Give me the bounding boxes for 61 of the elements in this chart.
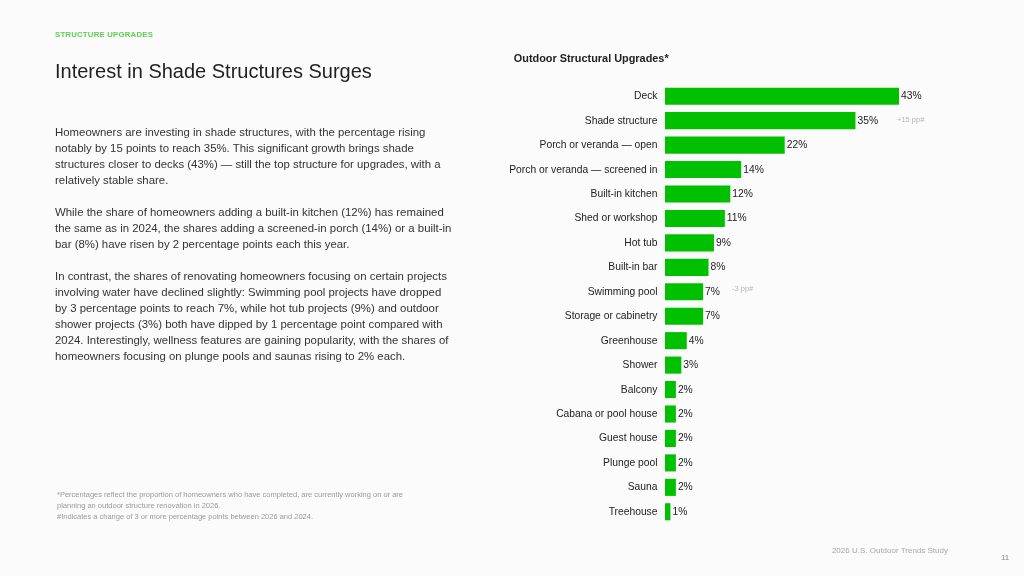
data-label: 11% xyxy=(726,212,747,224)
bar xyxy=(665,283,704,301)
bar xyxy=(665,356,682,374)
bar xyxy=(665,429,676,447)
data-label: 8% xyxy=(710,261,726,273)
y-tick-label: Cabana or pool house xyxy=(556,408,658,419)
bar xyxy=(665,112,856,130)
bar xyxy=(665,209,725,227)
y-tick-label: Shower xyxy=(622,359,659,371)
data-label: 2% xyxy=(677,481,693,493)
y-tick-label: Treehouse xyxy=(608,505,658,517)
data-label: 1% xyxy=(672,505,688,517)
y-tick-label: Shed or workshop xyxy=(574,212,658,224)
y-tick-label: Shade structure xyxy=(584,114,658,126)
data-label: 2% xyxy=(677,456,693,468)
y-tick-label: Built-in bar xyxy=(608,261,659,273)
y-tick-label: Porch or veranda — open xyxy=(539,139,658,151)
bar xyxy=(665,185,731,203)
bar xyxy=(665,381,676,399)
text: While the share of homeowners adding a built-in kitchen (12%) has remained the same as in 2024, the shares adding a screened-in porch (14%) or a built-in bar (8%) have risen by 2 percentage points each this year. xyxy=(55,205,453,252)
text: 2026 U.S. Outdoor Trends Study xyxy=(831,546,948,555)
data-label: 43% xyxy=(901,90,922,102)
text: 11 xyxy=(1001,553,1010,562)
text: Interest in Shade Structures Surges xyxy=(55,60,372,83)
data-label: 14% xyxy=(743,163,764,175)
data-label: 3% xyxy=(683,359,699,371)
y-tick-label: Sauna xyxy=(627,481,658,493)
bar xyxy=(665,234,714,252)
y-tick-label: Swimming pool xyxy=(587,285,658,297)
chart-subtitle: Outdoor Structural Upgrades* xyxy=(513,52,670,65)
bar xyxy=(665,258,709,276)
bar xyxy=(665,454,676,472)
y-tick-label: Greenhouse xyxy=(600,334,658,346)
y-tick-label: Deck xyxy=(634,90,659,102)
bar xyxy=(665,332,687,350)
data-label: 2% xyxy=(677,383,693,395)
y-tick-label: Guest house xyxy=(599,432,658,444)
bar xyxy=(665,136,785,154)
bar xyxy=(665,478,676,496)
y-tick-label: Hot tub xyxy=(624,236,658,248)
y-tick-label: Built-in kitchen xyxy=(590,188,658,199)
y-tick-label: Porch or veranda — screened in xyxy=(509,163,658,175)
bar xyxy=(665,307,704,325)
y-tick-label: Storage or cabinetry xyxy=(564,310,659,322)
bar xyxy=(665,503,671,521)
data-label: 12% xyxy=(732,188,753,199)
data-label: 22% xyxy=(786,139,808,151)
text: In contrast, the shares of renovating homeowners focusing on certain projects involving water have declined slightly: Swimming pool projects have dropped by 3 percentage points to reach 7%, while hot tub projects (9%) and outdoor shower projects (3%) both have dipped by 1 percentage point compared with 2024. Interestingly, wellness features are gaining popularity, with the shares of homeowners focusing on plunge pools and saunas rising to 2% each. xyxy=(55,269,450,364)
bar xyxy=(665,405,676,423)
bar xyxy=(665,161,742,179)
y-tick-label: Plunge pool xyxy=(603,456,658,468)
data-label: 7% xyxy=(705,285,720,297)
y-tick-label: Balcony xyxy=(620,383,659,395)
data-label: 7% xyxy=(705,310,720,322)
data-label: 35% xyxy=(857,114,879,126)
data-label: 9% xyxy=(715,236,731,248)
data-label: 2% xyxy=(677,432,693,444)
data-label: 4% xyxy=(688,334,704,346)
bar xyxy=(665,87,899,105)
data-label: 2% xyxy=(677,408,693,419)
text: Homeowners are investing in shade structures, with the percentage rising notably by 15 points to reach 35%. This significant growth brings shade structures closer to decks (43%) — still the top structure for upgrades, with a relatively stable share. xyxy=(55,125,442,188)
